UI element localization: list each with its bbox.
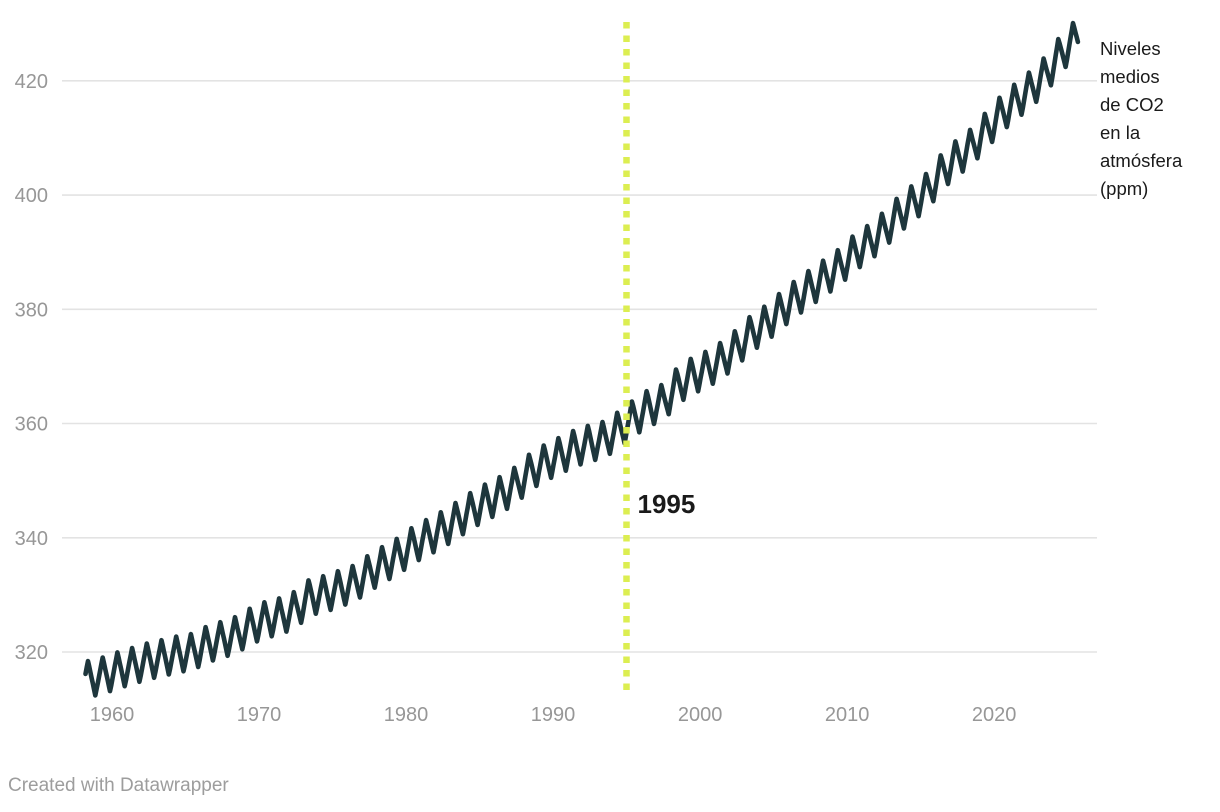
x-tick-label-1970: 1970 bbox=[237, 704, 282, 726]
y-tick-label-400: 400 bbox=[15, 185, 48, 207]
y-tick-label-320: 320 bbox=[15, 642, 48, 664]
co2-line-chart: 320 340 360 380 400 420 1960 1970 1980 1990 2000 20… bbox=[15, 20, 1097, 726]
x-tick-label-1980: 1980 bbox=[384, 704, 429, 726]
x-tick-label-2000: 2000 bbox=[678, 704, 723, 726]
datawrapper-credit: Created with Datawrapper bbox=[8, 775, 229, 796]
y-tick-label-360: 360 bbox=[15, 414, 48, 436]
annotation-label-1995: 1995 bbox=[638, 489, 696, 519]
co2-series-line bbox=[83, 20, 1081, 698]
series-label: Niveles medios de CO2 en la atmósfera (p… bbox=[1100, 38, 1183, 199]
x-tick-label-2020: 2020 bbox=[972, 704, 1017, 726]
x-tick-label-2010: 2010 bbox=[825, 704, 870, 726]
x-tick-label-1960: 1960 bbox=[90, 704, 135, 726]
y-tick-label-380: 380 bbox=[15, 299, 48, 321]
y-tick-label-340: 340 bbox=[15, 528, 48, 550]
y-tick-label-420: 420 bbox=[15, 71, 48, 93]
x-tick-label-1990: 1990 bbox=[531, 704, 576, 726]
